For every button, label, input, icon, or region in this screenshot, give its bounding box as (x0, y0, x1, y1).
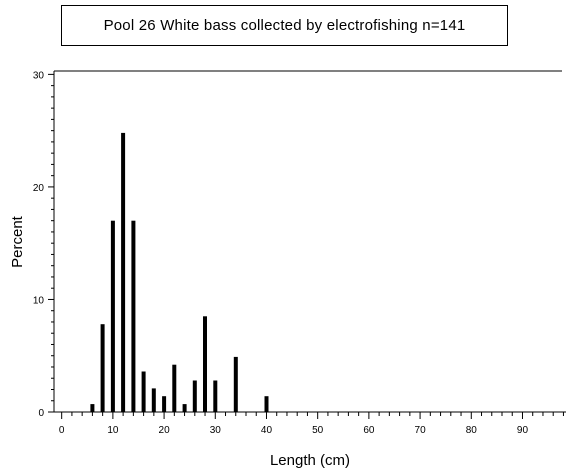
y-tick-label: 20 (33, 183, 45, 194)
x-tick-label: 40 (261, 425, 273, 436)
bar (121, 132, 126, 412)
bar (203, 316, 207, 412)
bar (141, 371, 146, 412)
x-tick-label: 70 (415, 425, 427, 436)
y-tick-label: 10 (33, 295, 45, 306)
bar (131, 220, 136, 412)
y-tick-label: 30 (33, 70, 45, 81)
x-tick-label: 90 (517, 425, 529, 436)
y-tick-label: 0 (38, 408, 44, 419)
bar (100, 324, 105, 412)
x-tick-label: 80 (466, 425, 478, 436)
y-axis: 0 10 20 30 (33, 70, 54, 419)
bar (264, 396, 269, 412)
bar (192, 380, 197, 412)
bar (213, 380, 218, 412)
y-axis-label: Percent (9, 215, 26, 268)
x-tick-label: 10 (107, 425, 119, 436)
bar (90, 404, 95, 412)
x-axis-label: Length (cm) (270, 452, 350, 469)
x-tick-label: 30 (210, 425, 222, 436)
chart-title: Pool 26 White bass collected by electrof… (103, 17, 466, 34)
bar (172, 364, 177, 412)
bar (110, 220, 115, 412)
x-tick-label: 50 (312, 425, 324, 436)
x-tick-label: 60 (363, 425, 375, 436)
x-axis: 0 10 20 30 40 50 60 70 80 90 (59, 412, 564, 436)
chart-title-box: Pool 26 White bass collected by electrof… (61, 5, 508, 46)
bars (90, 132, 269, 412)
bar (151, 388, 156, 412)
bar (182, 404, 187, 412)
bar (233, 356, 238, 412)
bar (162, 396, 167, 412)
x-tick-label: 20 (159, 425, 171, 436)
plot-frame (53, 70, 566, 413)
x-tick-label: 0 (59, 425, 65, 436)
